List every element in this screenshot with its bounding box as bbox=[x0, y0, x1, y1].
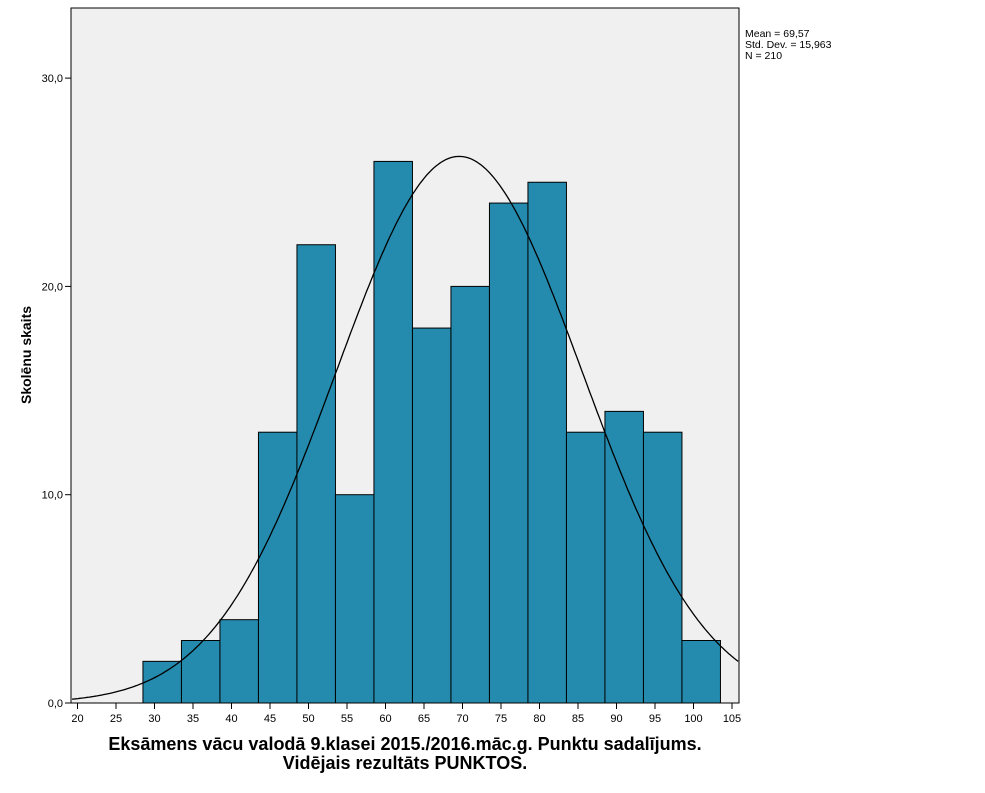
x-tick-label: 35 bbox=[187, 713, 199, 725]
stats-line: Std. Dev. = 15,963 bbox=[745, 39, 832, 51]
histogram-bar bbox=[373, 160, 413, 704]
histogram-bar bbox=[450, 285, 490, 704]
x-tick-label: 100 bbox=[684, 713, 702, 725]
x-tick-label: 75 bbox=[495, 713, 507, 725]
y-tick-label: 20,0 bbox=[42, 281, 63, 293]
x-tick-label: 65 bbox=[418, 713, 430, 725]
x-tick-label: 25 bbox=[110, 713, 122, 725]
x-axis-label-line2: Vidējais rezultāts PUNKTOS. bbox=[283, 753, 527, 773]
histogram-bar bbox=[296, 244, 336, 704]
normal-curve bbox=[72, 155, 739, 700]
y-tick-label: 0,0 bbox=[48, 698, 63, 710]
x-tick-label: 80 bbox=[533, 713, 545, 725]
histogram-bar bbox=[219, 619, 259, 704]
histogram-bar bbox=[411, 327, 452, 704]
bars bbox=[142, 160, 721, 704]
stats-line: N = 210 bbox=[745, 50, 782, 62]
histogram-bar bbox=[488, 202, 529, 704]
histogram-bar bbox=[642, 431, 683, 704]
histogram-bar bbox=[681, 640, 721, 704]
histogram-bar bbox=[257, 431, 298, 704]
histogram-bar bbox=[334, 494, 375, 704]
x-tick-label: 45 bbox=[264, 713, 276, 725]
x-tick-label: 90 bbox=[610, 713, 622, 725]
x-tick-label: 50 bbox=[302, 713, 314, 725]
x-tick-label: 85 bbox=[572, 713, 584, 725]
x-tick-label: 20 bbox=[71, 713, 83, 725]
x-tick-label: 55 bbox=[341, 713, 353, 725]
y-axis: 0,0 10,0 20,0 30,0 bbox=[42, 73, 71, 710]
x-tick-label: 60 bbox=[379, 713, 391, 725]
x-tick-label: 70 bbox=[456, 713, 468, 725]
histogram-bar bbox=[180, 640, 221, 704]
histogram-bar bbox=[142, 660, 182, 704]
x-axis: 20 25 30 35 40 45 50 55 60 65 70 75 80 85 90 95 100 105 bbox=[71, 703, 741, 725]
y-tick-label: 30,0 bbox=[42, 73, 63, 85]
histogram-bar bbox=[565, 431, 606, 704]
x-tick-label: 30 bbox=[148, 713, 160, 725]
x-tick-label: 105 bbox=[723, 713, 741, 725]
x-tick-label: 95 bbox=[649, 713, 661, 725]
stats-line: Mean = 69,57 bbox=[745, 28, 810, 40]
histogram-bar bbox=[604, 410, 644, 704]
y-tick-label: 10,0 bbox=[42, 490, 63, 502]
x-axis-label: Eksāmens vācu valodā 9.klasei 2015./2016… bbox=[108, 734, 701, 754]
y-axis-label: Skolēnu skaits bbox=[18, 306, 34, 404]
x-tick-label: 40 bbox=[225, 713, 237, 725]
histogram-bar bbox=[527, 181, 567, 704]
